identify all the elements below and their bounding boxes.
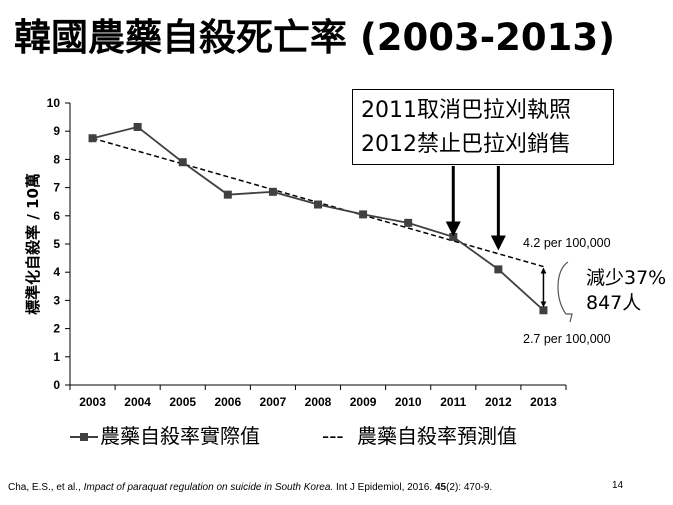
page-number: 14 [612,480,624,491]
reduction-percent-label: 減少37% [586,267,666,289]
citation: Cha, E.S., et al., Impact of paraquat re… [8,482,492,493]
legend: 農藥自殺率實際值 --- 農藥自殺率預測值 [70,424,517,448]
actual-point [314,200,322,209]
slide-title: 韓國農藥自殺死亡率 (2003-2013) [14,16,616,59]
actual-point [539,306,548,315]
chart-annotations: 4.2 per 100,000 2.7 per 100,000 減少37% 847人 [445,166,666,346]
actual-point [88,134,97,143]
x-tick-label: 2003 [79,395,106,409]
predicted-value-label: 4.2 per 100,000 [523,236,611,250]
x-tick-label: 2005 [169,395,196,409]
actual-point [133,122,142,131]
y-tick-label: 6 [53,209,60,223]
x-ticks: 2003 2004 2005 2006 2007 2008 2009 2010 2011 2012… [69,385,567,409]
actual-point [178,158,187,167]
y-tick-label: 5 [53,237,60,251]
x-tick-label: 2006 [214,395,241,409]
series-actual [88,122,548,315]
y-tick-label: 4 [53,265,60,279]
x-tick-label: 2011 [440,395,466,409]
y-tick-label: 10 [47,96,61,110]
actual-point [223,190,232,199]
y-tick-label: 8 [53,152,60,166]
x-tick-label: 2013 [530,395,557,409]
y-tick-label: 2 [53,322,60,336]
annotation-line-2011: 2011取消巴拉刈執照 [361,98,571,123]
citation-authors: Cha, E.S., et al., [8,482,84,493]
actual-value-label: 2.7 per 100,000 [523,332,611,346]
reduction-count-label: 847人 [586,292,641,314]
x-tick-label: 2009 [350,395,377,409]
citation-title: Impact of paraquat regulation on suicide… [83,482,334,493]
x-tick-label: 2012 [485,395,512,409]
legend-predicted-label: 農藥自殺率預測值 [357,424,517,448]
actual-point [359,210,368,219]
actual-point [494,265,503,274]
actual-point [404,218,413,227]
y-axis-label: 標準化自殺率 / 10萬 [24,173,42,315]
annotation-line-2012: 2012禁止巴拉刈銷售 [361,132,571,157]
y-ticks: 0 1 2 3 4 5 6 7 8 9 10 標準化自殺率 / 10萬 [24,96,70,392]
y-tick-label: 0 [53,378,60,392]
citation-volume: 45 [434,482,447,493]
annotation-box: 2011取消巴拉刈執照 2012禁止巴拉刈銷售 [352,89,614,165]
x-tick-label: 2004 [124,395,151,409]
reduction-bracket [557,261,573,323]
x-tick-label: 2008 [305,395,332,409]
legend-actual-label: 農藥自殺率實際值 [100,424,260,448]
x-tick-label: 2010 [395,395,422,409]
y-tick-label: 9 [53,124,60,138]
y-tick-label: 1 [53,350,60,364]
actual-point [449,232,458,241]
y-tick-label: 3 [53,293,60,307]
citation-pages: (2): 470-9. [446,482,493,493]
legend-actual-marker [80,433,88,441]
actual-point [268,187,277,196]
legend-predicted-marker: --- [322,424,344,448]
y-tick-label: 7 [53,181,60,195]
citation-journal: Int J Epidemiol, 2016. [333,482,435,493]
x-tick-label: 2007 [260,395,287,409]
